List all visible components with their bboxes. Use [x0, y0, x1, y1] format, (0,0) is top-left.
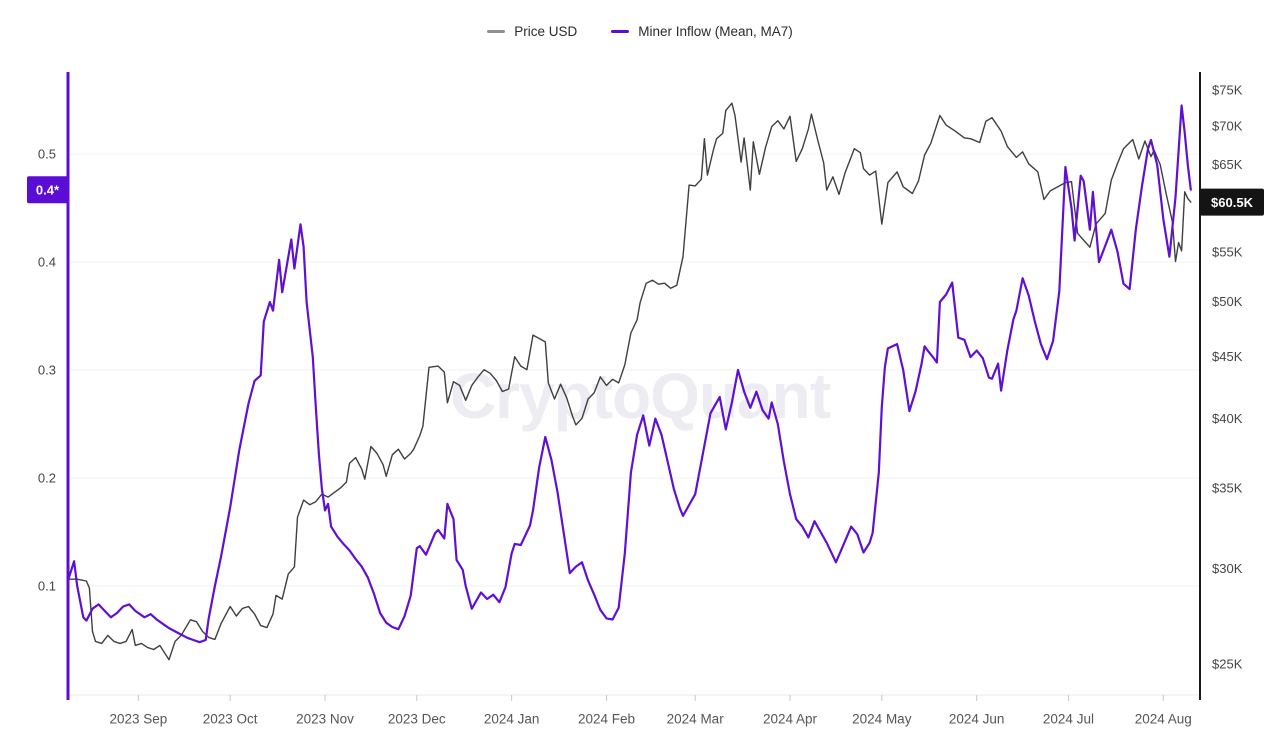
right-axis-tick-label: $70K [1212, 118, 1243, 133]
x-axis-month-label: 2024 Aug [1135, 712, 1192, 727]
x-axis-ticks: 2023 Sep 2023 Oct 2023 Nov 2023 Dec 2024 Jan… [109, 695, 1192, 727]
x-axis-month-label: 2024 Mar [667, 712, 725, 727]
right-axis-tick-labels: $75K $70K $65K $55K $50K $45K $40K $35K $30K $25K [1212, 82, 1243, 671]
series-line-price-usd [67, 102, 1192, 661]
right-axis-tick-label: $65K [1212, 157, 1243, 172]
right-axis-tick-label: $75K [1212, 82, 1243, 97]
right-axis-tick-label: $25K [1212, 656, 1243, 671]
left-axis-tick-label: 0.5 [38, 147, 56, 162]
right-axis-tick-label: $50K [1212, 294, 1243, 309]
left-axis-tick-label: 0.1 [38, 579, 56, 594]
x-axis-month-label: 2024 Jan [484, 712, 540, 727]
legend: Price USD Miner Inflow (Mean, MA7) [0, 24, 1280, 39]
right-axis-tick-label: $30K [1212, 561, 1243, 576]
svg-text:0.4*: 0.4* [36, 183, 60, 198]
price-usd-line-swatch-icon [487, 30, 506, 33]
left-axis-tick-label: 0.4 [38, 255, 56, 270]
right-axis-tick-label: $40K [1212, 411, 1243, 426]
x-axis-month-label: 2024 Jun [949, 712, 1005, 727]
series-line-miner-inflow [66, 104, 1192, 644]
x-axis-month-label: 2023 Sep [109, 712, 167, 727]
legend-item-miner-inflow[interactable]: Miner Inflow (Mean, MA7) [611, 24, 793, 39]
x-axis-month-label: 2023 Dec [388, 712, 446, 727]
miner-inflow-line-swatch-icon [611, 30, 630, 33]
left-axis-tick-labels: 0.5 0.4 0.3 0.2 0.1 [38, 147, 56, 594]
legend-label-price-usd: Price USD [514, 24, 578, 39]
left-axis-tick-label: 0.2 [38, 471, 56, 486]
right-axis-tick-label: $45K [1212, 349, 1243, 364]
gridlines [70, 153, 1200, 587]
legend-item-price-usd[interactable]: Price USD [487, 24, 577, 39]
miner-inflow-current-value-badge: 0.4* [27, 176, 68, 204]
left-axis-tick-label: 0.3 [38, 363, 56, 378]
x-axis-month-label: 2024 Jul [1043, 712, 1094, 727]
x-axis-month-label: 2024 Feb [578, 712, 635, 727]
price-current-value-badge: $60.5K [1200, 188, 1264, 216]
right-axis-tick-label: $55K [1212, 244, 1243, 259]
x-axis-month-label: 2023 Nov [296, 712, 354, 727]
x-axis-month-label: 2024 May [852, 712, 912, 727]
svg-text:$60.5K: $60.5K [1211, 195, 1254, 210]
x-axis-month-label: 2024 Apr [763, 712, 818, 727]
legend-label-miner-inflow: Miner Inflow (Mean, MA7) [638, 24, 793, 39]
right-axis-tick-label: $35K [1212, 481, 1243, 496]
x-axis-month-label: 2023 Oct [203, 712, 258, 727]
